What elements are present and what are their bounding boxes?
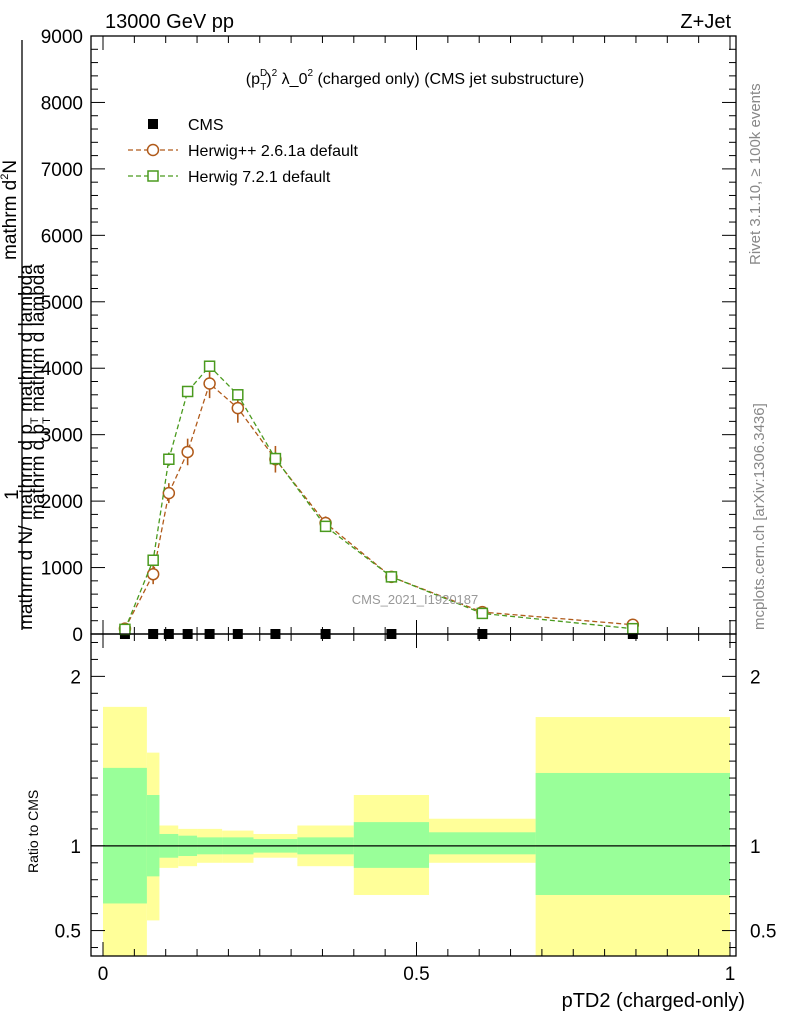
mcplots-text: mcplots.cern.ch [arXiv:1306.3436] — [751, 403, 768, 630]
ylabel-numerator: mathrm d N/ mathrm d pT mathrm d lambda — [16, 264, 41, 630]
herwigpp-point — [162, 486, 176, 500]
series-line — [124, 365, 633, 630]
herwig7-point — [163, 453, 175, 466]
herwigpp-point — [146, 567, 160, 581]
title-sup: D — [260, 68, 267, 79]
ylabel-denominator: mathrm d2N — [0, 160, 21, 260]
herwig7-point — [203, 360, 216, 372]
title-sup2: 2 — [272, 68, 278, 79]
ylabel-part: mathrm d lambda — [16, 264, 37, 418]
title-rest-sup: 2 — [307, 68, 313, 79]
herwigpp-point — [231, 401, 245, 415]
rivet-version-text: Rivet 3.1.10, ≥ 100k events — [747, 83, 764, 265]
y-tick-label: 2000 — [41, 492, 83, 513]
ratio-y-tick-label-right: 1 — [750, 837, 761, 858]
ratio-band-inner — [429, 832, 536, 855]
ratio-band-inner — [353, 822, 430, 868]
y-tick-label: 1000 — [41, 559, 83, 580]
title-sub: T — [260, 82, 266, 93]
x-tick-label: 1 — [725, 964, 736, 985]
main-ylabel: mathrm d N/ mathrm d pT mathrm d lambda … — [0, 40, 53, 630]
ylabel-sub: T — [29, 417, 41, 424]
x-axis-label: pTD2 (charged-only) — [562, 990, 745, 1012]
ylabel-part: N — [0, 160, 21, 174]
header-energy: 13000 GeV pp — [105, 11, 234, 33]
title-close: ) — [266, 71, 271, 88]
main-axes: 0 1000 2000 3000 4000 5000 6000 7000 8000 9000 — [41, 27, 737, 646]
title-tail: (charged only) (CMS jet substructure) — [313, 71, 584, 88]
herwigpp-point — [181, 445, 194, 459]
ratio-y-tick-label: 2 — [70, 667, 81, 688]
herwig7-point — [119, 623, 131, 636]
title-part: (p — [246, 71, 260, 88]
herwig7-point — [319, 520, 332, 533]
herwig7-point — [385, 571, 398, 583]
y-tick-label: 9000 — [41, 27, 83, 48]
ratio-y-tick-label-right: 2 — [750, 667, 761, 688]
ratio-y-tick-label: 0.5 — [55, 922, 81, 943]
herwig7-point — [476, 607, 489, 620]
ratio-y-tick-label-right: 0.5 — [750, 922, 776, 943]
ylabel-part: mathrm d N — [16, 531, 37, 630]
ratio-y-tick-label: 1 — [70, 837, 81, 858]
y-tick-label: 0 — [72, 625, 83, 646]
y-tick-label: 3000 — [41, 426, 83, 447]
header-process: Z+Jet — [680, 11, 731, 33]
y-tick-label: 5000 — [41, 293, 83, 314]
herwig7-point — [232, 389, 244, 401]
ratio-panel — [91, 706, 736, 956]
legend: CMS Herwig++ 2.6.1a default Herwig 7.2.1 d… — [128, 117, 358, 186]
ylabel-part: mathrm d lambda — [28, 264, 49, 418]
legend-marker-square — [147, 170, 159, 182]
y-tick-label: 8000 — [41, 93, 83, 114]
ylabel-part: mathrm d — [0, 180, 21, 260]
herwig7-point — [181, 385, 194, 398]
herwig7-point — [147, 554, 159, 566]
x-tick-label: 0.5 — [403, 964, 429, 985]
ratio-ylabel: Ratio to CMS — [25, 790, 41, 873]
title-rest: λ_0 — [277, 71, 307, 88]
ratio-band-inner — [103, 767, 147, 904]
y-tick-label: 6000 — [41, 226, 83, 247]
legend-marker-circle — [146, 143, 160, 157]
ratio-axes: 0.5 0.5 1 1 2 2 0 0.5 1 — [55, 633, 776, 985]
ylabel-part: mathrm d p — [28, 424, 49, 520]
herwigpp-point — [203, 377, 216, 390]
ylabel-part: / mathrm d p — [16, 424, 37, 531]
herwig7-point — [627, 622, 639, 635]
y-tick-label: 4000 — [41, 359, 83, 380]
x-tick-label: 0 — [98, 964, 109, 985]
ratio-band-inner — [146, 795, 160, 877]
y-tick-label: 7000 — [41, 160, 83, 181]
herwig7-point — [269, 452, 282, 465]
legend-label: CMS — [188, 117, 224, 134]
legend-label: Herwig++ 2.6.1a default — [188, 143, 358, 160]
analysis-watermark: CMS_2021_I1920187 — [352, 592, 479, 607]
ylabel-sub: T — [41, 417, 53, 424]
ratio-band-inner — [535, 772, 730, 895]
ylabel-sup: 2 — [0, 174, 11, 180]
ylabel-denominator-2: mathrm d pT mathrm d lambda — [28, 264, 53, 520]
legend-label: Herwig 7.2.1 default — [188, 169, 331, 186]
legend-marker-cms — [148, 119, 158, 129]
plot-title: (pD T)2 λ_02 (charged only) (CMS jet subs… — [246, 68, 584, 93]
ylabel-one: 1 — [2, 489, 23, 500]
